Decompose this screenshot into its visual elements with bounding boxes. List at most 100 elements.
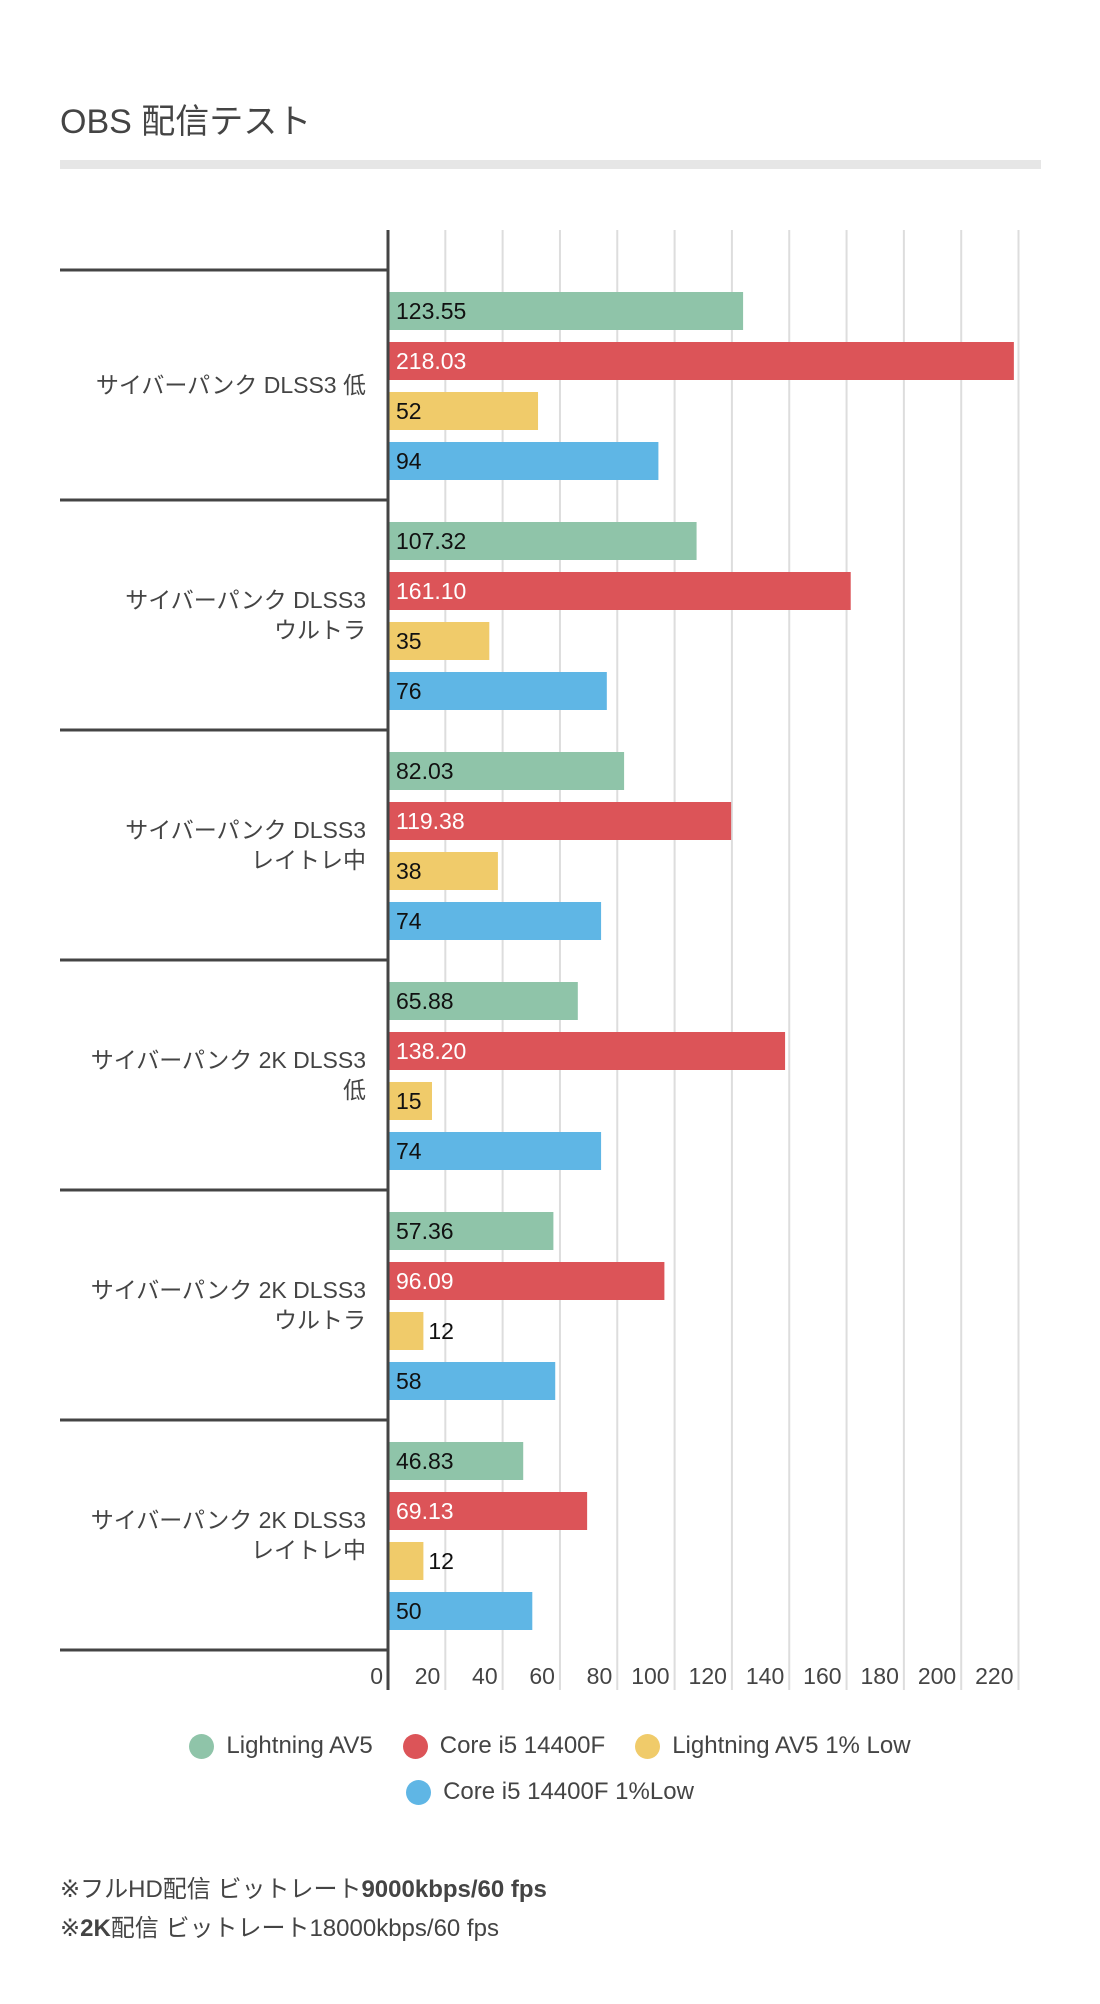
x-tick-label: 60 (529, 1663, 555, 1689)
x-tick-label: 220 (975, 1663, 1013, 1689)
bar-value-label: 76 (396, 678, 422, 704)
bar (389, 1032, 786, 1070)
category-label: 低 (343, 1077, 366, 1103)
bar (389, 342, 1014, 380)
legend-item-lightning-av5-1-low[interactable]: Lightning AV5 1% Low (635, 1732, 911, 1760)
bar-value-label: 74 (396, 1138, 422, 1164)
bar-value-label: 15 (396, 1088, 422, 1114)
bar (389, 1592, 533, 1630)
bar-value-label: 65.88 (396, 988, 454, 1014)
bar (389, 1212, 554, 1250)
category-label: サイバーパンク DLSS3 低 (96, 372, 366, 398)
bar-value-label: 82.03 (396, 758, 454, 784)
bar (389, 752, 625, 790)
legend-label: Lightning AV5 (226, 1732, 373, 1759)
bar (389, 1262, 665, 1300)
legend-item-lightning-av5[interactable]: Lightning AV5 (189, 1732, 373, 1760)
legend-swatch-yellow-icon (635, 1733, 661, 1759)
bar (389, 1082, 432, 1120)
x-tick-label: 120 (689, 1663, 727, 1689)
bar-value-label: 69.13 (396, 1498, 454, 1524)
bar (389, 442, 659, 480)
category-label: サイバーパンク 2K DLSS3 (91, 1277, 366, 1303)
x-tick-label: 140 (746, 1663, 784, 1689)
category-label: ウルトラ (274, 617, 366, 643)
x-tick-label: 40 (472, 1663, 498, 1689)
x-tick-label: 160 (803, 1663, 841, 1689)
x-tick-label: 100 (631, 1663, 669, 1689)
category-label: ウルトラ (274, 1307, 366, 1333)
legend-label: Core i5 14400F (439, 1732, 606, 1759)
footnotes: ※フルHD配信 ビットレート9000kbps/60 fps ※2K配信 ビットレ… (60, 1870, 547, 1948)
bar-value-label: 35 (396, 628, 422, 654)
bar (389, 292, 744, 330)
bar-value-label: 58 (396, 1368, 422, 1394)
x-tick-label: 180 (861, 1663, 899, 1689)
x-tick-label: 20 (415, 1663, 441, 1689)
bar (389, 852, 498, 890)
bar (389, 392, 539, 430)
bar-chart: 123.55 218.03 52 94 107.32 161.10 35 76 82.03 119… (60, 230, 1020, 1690)
category-separators (60, 268, 388, 1652)
category-label: サイバーパンク 2K DLSS3 (91, 1047, 366, 1073)
bar (389, 902, 602, 940)
bar-value-label: 123.55 (396, 298, 466, 324)
category-label: サイバーパンク DLSS3 (125, 817, 366, 843)
bar (389, 1542, 424, 1580)
bar-value-label: 50 (396, 1598, 422, 1624)
category-label: サイバーパンク 2K DLSS3 (91, 1507, 366, 1533)
bar (389, 522, 697, 560)
footnote-fullhd: ※フルHD配信 ビットレート9000kbps/60 fps (60, 1870, 547, 1909)
bar (389, 802, 732, 840)
bar (389, 572, 851, 610)
title-divider (60, 160, 1041, 169)
legend-row-1: Lightning AV5 Core i5 14400F Lightning A… (0, 1728, 1100, 1764)
bar (389, 622, 490, 660)
bar (389, 982, 578, 1020)
bar (389, 672, 607, 710)
bar-value-label: 96.09 (396, 1268, 454, 1294)
legend-row-2: Core i5 14400F 1%Low (0, 1774, 1100, 1810)
footnote-fullhd-bitrate: 9000kbps/60 fps (361, 1876, 547, 1903)
bar-value-label: 12 (428, 1548, 454, 1574)
bar-value-label: 12 (428, 1318, 454, 1344)
footnote-fullhd-prefix: ※フルHD配信 ビットレート (60, 1876, 362, 1903)
legend-swatch-blue-icon (406, 1779, 432, 1805)
bar-value-label: 52 (396, 398, 422, 424)
bar (389, 1442, 524, 1480)
bar-value-label: 161.10 (396, 578, 466, 604)
category-label: サイバーパンク DLSS3 (125, 587, 366, 613)
x-tick-label: 200 (918, 1663, 956, 1689)
bars: 123.55 218.03 52 94 107.32 161.10 35 76 82.03 119… (389, 292, 1014, 1630)
category-label: レイトレ中 (251, 847, 366, 873)
bar-value-label: 119.38 (396, 808, 465, 834)
bar-value-label: 138.20 (396, 1038, 466, 1064)
bar-value-label: 218.03 (396, 348, 466, 374)
legend: Lightning AV5 Core i5 14400F Lightning A… (0, 1728, 1100, 1820)
category-label: レイトレ中 (251, 1537, 366, 1563)
x-tick-labels: 0 20 40 60 80 100 120 140 160 180 200 220 (370, 1663, 1013, 1689)
bar (389, 1362, 556, 1400)
legend-swatch-red-icon (402, 1733, 428, 1759)
legend-label: Lightning AV5 1% Low (672, 1732, 911, 1759)
bar-value-label: 46.83 (396, 1448, 454, 1474)
legend-item-core-i5[interactable]: Core i5 14400F (402, 1732, 606, 1760)
bar-value-label: 107.32 (396, 528, 466, 554)
bar-value-label: 38 (396, 858, 422, 884)
footnote-2k-rest: 配信 ビットレート18000kbps/60 fps (110, 1915, 499, 1942)
footnote-2k-mark: ※ (60, 1915, 81, 1942)
footnote-2k: ※2K配信 ビットレート18000kbps/60 fps (60, 1909, 547, 1948)
bar-value-label: 57.36 (396, 1218, 454, 1244)
legend-label: Core i5 14400F 1%Low (443, 1778, 694, 1805)
x-tick-label: 0 (370, 1663, 383, 1689)
footnote-2k-label: 2K (80, 1915, 111, 1942)
bar (389, 1492, 588, 1530)
x-tick-label: 80 (587, 1663, 613, 1689)
bar (389, 1312, 424, 1350)
bar (389, 1132, 602, 1170)
bar-value-label: 74 (396, 908, 422, 934)
legend-item-core-i5-1-low[interactable]: Core i5 14400F 1%Low (406, 1778, 694, 1806)
legend-swatch-green-icon (189, 1733, 215, 1759)
chart-title: OBS 配信テスト (60, 103, 312, 141)
bar-value-label: 94 (396, 448, 422, 474)
